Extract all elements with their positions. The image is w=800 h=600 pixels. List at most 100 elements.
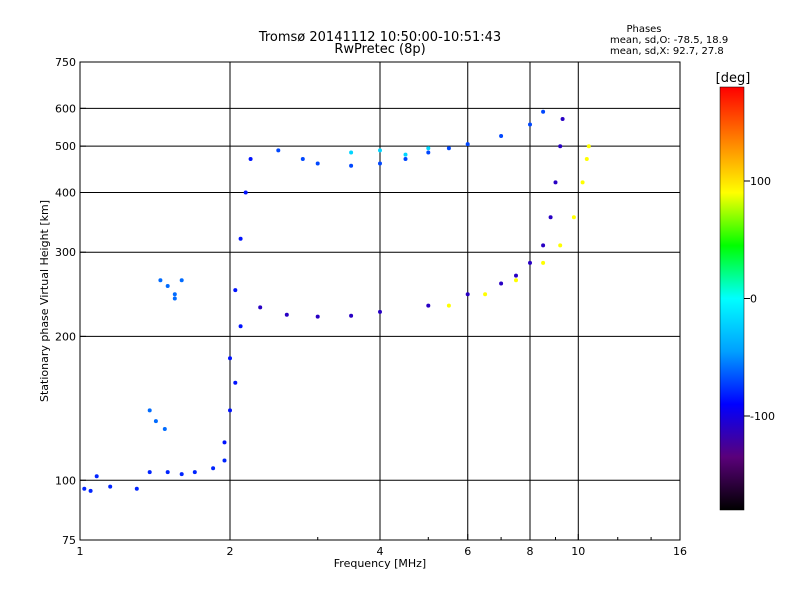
data-point bbox=[258, 305, 263, 310]
data-point bbox=[541, 260, 546, 265]
data-point bbox=[228, 408, 232, 413]
data-point bbox=[446, 303, 451, 308]
data-point bbox=[571, 215, 576, 220]
data-point bbox=[580, 180, 585, 185]
data-point bbox=[378, 309, 382, 314]
data-point bbox=[165, 470, 170, 475]
data-point bbox=[403, 157, 408, 161]
data-point bbox=[147, 470, 152, 475]
x-tick-label: 2 bbox=[227, 545, 234, 558]
data-point bbox=[222, 458, 227, 463]
data-point bbox=[238, 236, 243, 241]
data-point bbox=[541, 243, 546, 248]
phases-legend: Phases mean, sd,O: -78.5, 18.9 mean, sd,… bbox=[610, 24, 728, 57]
data-point bbox=[179, 472, 184, 477]
data-point bbox=[465, 142, 470, 147]
y-tick-label: 300 bbox=[55, 246, 76, 259]
data-point bbox=[558, 144, 563, 149]
data-point bbox=[315, 314, 320, 319]
y-tick-label: 100 bbox=[55, 474, 76, 487]
data-point bbox=[514, 278, 518, 283]
phases-legend-x: mean, sd,X: 92.7, 27.8 bbox=[610, 46, 724, 57]
phase-colorbar: [deg] 100 0 -100 bbox=[716, 71, 775, 511]
data-point bbox=[584, 157, 589, 161]
data-point bbox=[528, 260, 532, 265]
x-axis: 1 2 4 6 8 10 16 bbox=[77, 534, 687, 558]
data-point bbox=[248, 157, 253, 161]
data-point bbox=[558, 243, 563, 248]
data-point bbox=[553, 180, 558, 185]
data-point bbox=[147, 408, 152, 413]
data-point bbox=[349, 163, 354, 168]
data-point bbox=[499, 281, 504, 286]
colorbar-ticks: 100 0 -100 bbox=[744, 175, 775, 423]
data-point bbox=[499, 134, 504, 138]
data-point bbox=[284, 312, 289, 317]
data-point bbox=[82, 486, 87, 491]
data-point bbox=[172, 292, 177, 297]
x-tick-label: 16 bbox=[673, 545, 687, 558]
colorbar-tick-label: 100 bbox=[750, 175, 771, 188]
data-point bbox=[88, 488, 93, 493]
data-point bbox=[378, 161, 382, 166]
data-point bbox=[243, 190, 248, 195]
x-tick-label: 6 bbox=[464, 545, 471, 558]
y-tick-label: 500 bbox=[55, 140, 76, 153]
chart-title: Tromsø 20141112 10:50:00-10:51:43 bbox=[258, 30, 501, 45]
phases-legend-title: Phases bbox=[626, 24, 661, 35]
x-tick-label: 8 bbox=[527, 545, 534, 558]
x-tick-label: 10 bbox=[571, 545, 585, 558]
data-point bbox=[528, 122, 532, 127]
colorbar-gradient bbox=[719, 86, 745, 511]
data-point bbox=[465, 292, 470, 297]
data-point bbox=[233, 288, 238, 293]
y-tick-label: 400 bbox=[55, 186, 76, 199]
colorbar-label: [deg] bbox=[716, 71, 751, 86]
data-point bbox=[153, 419, 158, 424]
data-point bbox=[179, 278, 184, 283]
data-point bbox=[426, 303, 431, 308]
data-point bbox=[514, 273, 518, 278]
data-point bbox=[426, 146, 431, 151]
data-point bbox=[446, 146, 451, 151]
y-axis: 75 100 200 300 400 500 600 750 bbox=[55, 56, 86, 547]
data-point bbox=[586, 144, 591, 149]
x-tick-label: 4 bbox=[377, 545, 384, 558]
data-point bbox=[378, 148, 382, 153]
data-point bbox=[222, 440, 227, 445]
data-point bbox=[192, 470, 197, 475]
y-axis-label: Stationary phase Virtual Height [km] bbox=[38, 200, 51, 402]
y-tick-label: 750 bbox=[55, 56, 76, 69]
y-tick-label: 75 bbox=[62, 534, 76, 547]
data-point bbox=[134, 486, 139, 491]
data-point bbox=[300, 157, 305, 161]
data-point bbox=[349, 150, 354, 155]
colorbar-tick-label: 0 bbox=[750, 293, 757, 306]
data-point bbox=[426, 150, 431, 155]
x-axis-label: Frequency [MHz] bbox=[334, 557, 426, 570]
grid bbox=[80, 62, 680, 540]
data-point bbox=[158, 278, 163, 283]
data-point bbox=[228, 356, 232, 361]
data-point bbox=[349, 313, 354, 318]
chart-titles: Tromsø 20141112 10:50:00-10:51:43 RwPret… bbox=[258, 30, 501, 57]
data-point bbox=[483, 292, 488, 297]
data-point bbox=[94, 474, 99, 479]
y-tick-label: 600 bbox=[55, 102, 76, 115]
data-point bbox=[162, 427, 167, 431]
data-point bbox=[172, 296, 177, 301]
data-point bbox=[548, 215, 553, 220]
data-point bbox=[560, 117, 565, 121]
data-point bbox=[108, 484, 113, 489]
x-tick-label: 1 bbox=[77, 545, 84, 558]
colorbar-tick-label: -100 bbox=[750, 410, 775, 423]
data-point bbox=[238, 324, 243, 329]
data-point bbox=[233, 380, 238, 385]
chart-subtitle: RwPretec (8p) bbox=[334, 42, 425, 57]
data-point bbox=[403, 152, 408, 157]
phases-legend-o: mean, sd,O: -78.5, 18.9 bbox=[610, 35, 728, 46]
data-point bbox=[276, 148, 281, 153]
y-tick-label: 200 bbox=[55, 330, 76, 343]
data-points bbox=[82, 109, 591, 493]
